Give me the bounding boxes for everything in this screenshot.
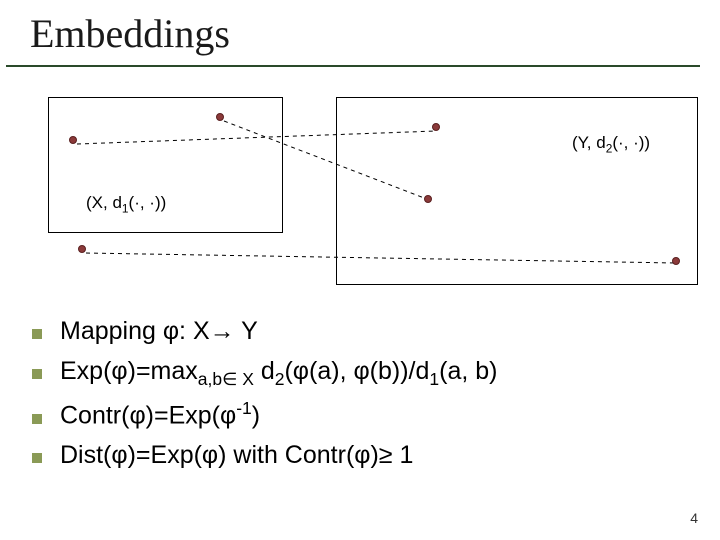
bullet-square-icon [32, 453, 42, 463]
point-x1 [69, 136, 77, 144]
point-y1 [432, 123, 440, 131]
slide: Embeddings (X, d1(·, ·)) (Y, d2(·, ·)) M… [0, 0, 720, 540]
metric-space-y-box [336, 97, 698, 285]
bullet-item: Dist(φ)=Exp(φ) with Contr(φ)≥ 1 [32, 439, 720, 473]
bullet-square-icon [32, 329, 42, 339]
bullet-text-contraction: Contr(φ)=Exp(φ-1) [60, 397, 260, 433]
point-x3 [78, 245, 86, 253]
slide-title: Embeddings [30, 10, 700, 57]
bullet-item: Mapping φ: X→ Y [32, 315, 720, 349]
bullet-text-expansion: Exp(φ)=maxa,b∈ X d2(φ(a), φ(b))/d1(a, b) [60, 355, 498, 392]
embedding-diagram: (X, d1(·, ·)) (Y, d2(·, ·)) [8, 97, 702, 287]
bullet-text-distortion: Dist(φ)=Exp(φ) with Contr(φ)≥ 1 [60, 439, 413, 473]
metric-space-x-label: (X, d1(·, ·)) [86, 193, 166, 215]
bullet-square-icon [32, 369, 42, 379]
metric-space-y-label: (Y, d2(·, ·)) [572, 133, 650, 155]
point-y2 [424, 195, 432, 203]
point-x2 [216, 113, 224, 121]
bullet-text-mapping: Mapping φ: X→ Y [60, 315, 258, 349]
title-bar: Embeddings [6, 0, 700, 67]
bullet-list: Mapping φ: X→ Y Exp(φ)=maxa,b∈ X d2(φ(a)… [32, 315, 720, 473]
page-number: 4 [690, 510, 698, 526]
bullet-square-icon [32, 414, 42, 424]
bullet-item: Contr(φ)=Exp(φ-1) [32, 397, 720, 433]
point-y3 [672, 257, 680, 265]
bullet-item: Exp(φ)=maxa,b∈ X d2(φ(a), φ(b))/d1(a, b) [32, 355, 720, 392]
